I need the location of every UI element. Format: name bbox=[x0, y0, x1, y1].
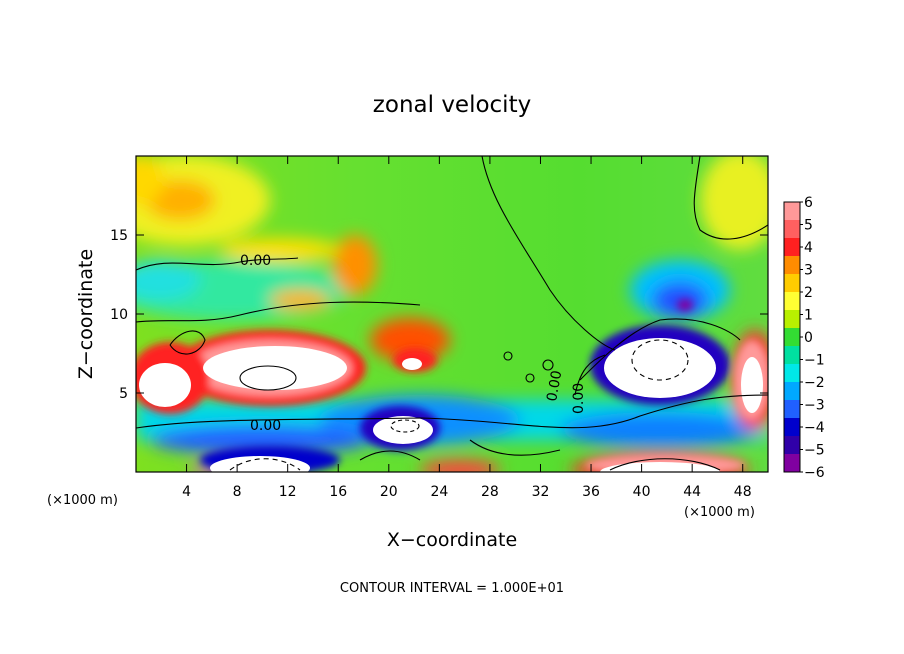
colorbar-tick-label: −2 bbox=[804, 375, 825, 391]
contour-lines bbox=[136, 156, 768, 471]
y-axis-title: Z−coordinate bbox=[75, 249, 97, 379]
contour-label-mid: 0.00 bbox=[544, 369, 565, 402]
colorbar-swatch bbox=[784, 274, 800, 293]
y-axis: 5 10 15 bbox=[110, 228, 768, 402]
colorbar-swatch bbox=[784, 220, 800, 239]
x-tick-label: 8 bbox=[233, 484, 242, 500]
colorbar-swatch bbox=[784, 454, 800, 473]
x-tick-label: 24 bbox=[430, 484, 448, 500]
y-tick-label: 15 bbox=[110, 228, 128, 244]
y-unit-label: (×1000 m) bbox=[47, 493, 118, 508]
colorbar-tick-label: 2 bbox=[804, 285, 813, 301]
colorbar-swatch bbox=[784, 310, 800, 329]
colorbar-tick-label: 3 bbox=[804, 263, 813, 279]
x-axis-title: X−coordinate bbox=[387, 529, 517, 551]
x-unit-label: (×1000 m) bbox=[684, 505, 755, 520]
colorbar-tick-label: −5 bbox=[804, 443, 825, 459]
contour-label-upper: 0.00 bbox=[240, 253, 271, 269]
colorbar-tick-label: −4 bbox=[804, 420, 825, 436]
x-tick-label: 48 bbox=[734, 484, 752, 500]
x-tick-label: 16 bbox=[329, 484, 347, 500]
x-axis: 4 8 12 16 20 24 28 32 36 40 44 48 bbox=[182, 156, 752, 500]
x-tick-label: 28 bbox=[481, 484, 499, 500]
contour-label-lower: 0.00 bbox=[250, 418, 281, 434]
chart-title: zonal velocity bbox=[373, 92, 531, 118]
colorbar-swatch bbox=[784, 238, 800, 257]
x-tick-label: 20 bbox=[380, 484, 398, 500]
colorbar-swatch bbox=[784, 202, 800, 221]
x-tick-label: 40 bbox=[633, 484, 651, 500]
colorbar-tick-label: −1 bbox=[804, 353, 825, 369]
colorbar-swatch bbox=[784, 292, 800, 311]
colorbar-tick-label: 1 bbox=[804, 308, 813, 324]
contour-interval-footer: CONTOUR INTERVAL = 1.000E+01 bbox=[340, 581, 564, 596]
colorbar-swatch bbox=[784, 256, 800, 275]
x-tick-label: 4 bbox=[182, 484, 191, 500]
colorbar: 6 5 4 3 2 1 0 −1 −2 −3 −4 −5 −6 bbox=[783, 195, 825, 481]
y-tick-label: 5 bbox=[119, 386, 128, 402]
colorbar-swatch bbox=[784, 328, 800, 347]
colorbar-tick-label: 5 bbox=[804, 218, 813, 234]
colorbar-tick-label: 0 bbox=[804, 330, 813, 346]
colorbar-swatch bbox=[784, 436, 800, 455]
x-tick-label: 44 bbox=[683, 484, 701, 500]
y-tick-label: 10 bbox=[110, 307, 128, 323]
velocity-field bbox=[136, 156, 768, 472]
contour-labels: 0.00 0.00 0.00 0.00 bbox=[240, 253, 587, 434]
colorbar-tick-label: −6 bbox=[804, 465, 825, 481]
colorbar-swatch bbox=[784, 346, 800, 365]
x-tick-label: 32 bbox=[532, 484, 550, 500]
colorbar-tick-label: 4 bbox=[804, 240, 813, 256]
colorbar-swatch bbox=[784, 400, 800, 419]
colorbar-swatch bbox=[784, 364, 800, 383]
x-tick-label: 36 bbox=[582, 484, 600, 500]
colorbar-tick-label: −3 bbox=[804, 398, 825, 414]
x-tick-label: 12 bbox=[279, 484, 297, 500]
contour-label-right: 0.00 bbox=[571, 383, 587, 414]
colorbar-swatch bbox=[784, 382, 800, 401]
colorbar-tick-label: 6 bbox=[804, 195, 813, 211]
colorbar-swatch bbox=[784, 418, 800, 437]
